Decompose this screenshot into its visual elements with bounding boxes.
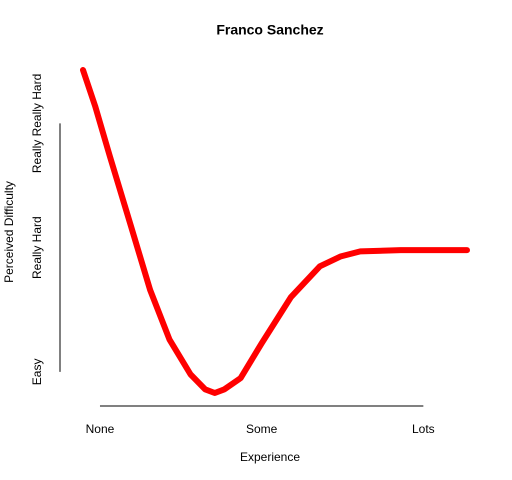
line-series [80, 67, 470, 396]
x-tick-label: Lots [412, 422, 435, 436]
y-tick-label: Really Really Hard [30, 74, 44, 173]
x-axis-label: Experience [240, 450, 300, 464]
y-axis-label: Perceived Difficulty [2, 181, 16, 283]
chart-title: Franco Sanchez [216, 22, 323, 38]
y-tick-label: Really Hard [30, 216, 44, 279]
x-tick-label: Some [246, 422, 278, 436]
y-tick-label: Easy [30, 359, 44, 386]
x-tick-label: None [86, 422, 115, 436]
